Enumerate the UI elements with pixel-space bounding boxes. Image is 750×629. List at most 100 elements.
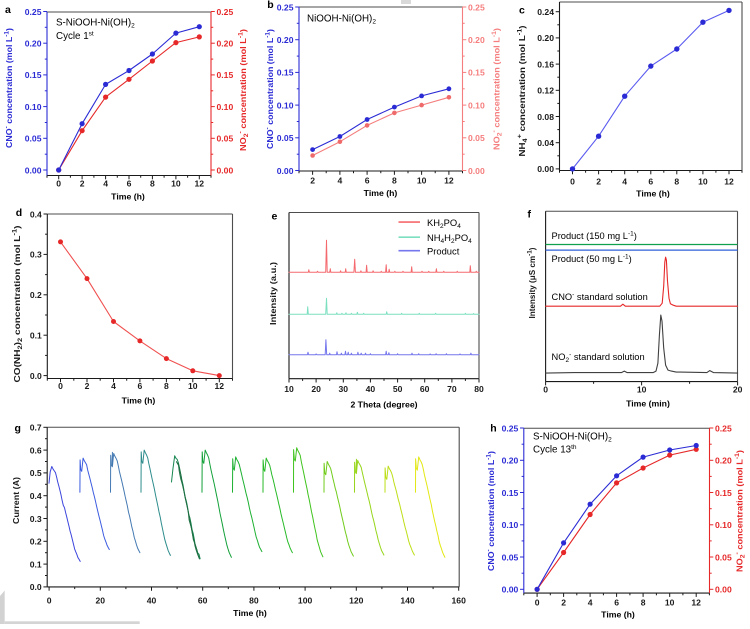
svg-text:160: 160	[452, 595, 467, 605]
svg-text:Time (h): Time (h)	[122, 395, 156, 405]
svg-text:Product (50 mg L-1​): Product (50 mg L-1​)	[552, 253, 632, 264]
svg-text:0.05: 0.05	[502, 552, 519, 562]
svg-text:30: 30	[339, 384, 349, 394]
svg-text:g: g	[15, 422, 21, 434]
svg-text:Product: Product	[427, 245, 460, 256]
svg-text:0.10: 0.10	[715, 520, 732, 530]
svg-text:0: 0	[543, 385, 548, 395]
svg-text:NO2​-​ concentration (mol L-1​: NO2​-​ concentration (mol L-1​)	[734, 450, 747, 572]
svg-text:NO2​-​ standard solution: NO2​-​ standard solution	[552, 351, 645, 364]
svg-text:0: 0	[47, 595, 52, 605]
svg-text:KH2​PO4​: KH2​PO4​	[427, 217, 461, 230]
svg-text:40: 40	[147, 595, 157, 605]
svg-text:100: 100	[298, 595, 313, 605]
svg-text:0.25: 0.25	[502, 423, 519, 433]
svg-text:0.15: 0.15	[468, 68, 485, 78]
svg-text:10: 10	[171, 178, 181, 188]
svg-text:0.5: 0.5	[30, 468, 42, 478]
svg-text:0.00: 0.00	[537, 164, 554, 174]
svg-text:2: 2	[310, 176, 315, 186]
svg-text:0.20: 0.20	[715, 456, 732, 466]
svg-text:40: 40	[366, 384, 376, 394]
svg-text:a: a	[5, 4, 11, 16]
svg-text:8: 8	[392, 176, 397, 186]
svg-text:0.16: 0.16	[537, 59, 554, 69]
svg-text:S-NiOOH-Ni(OH)2​: S-NiOOH-Ni(OH)2​	[56, 18, 135, 30]
svg-text:0.05: 0.05	[277, 133, 294, 143]
svg-text:10: 10	[637, 385, 647, 395]
svg-text:120: 120	[349, 595, 364, 605]
svg-text:0.25: 0.25	[277, 2, 294, 12]
svg-text:12: 12	[691, 597, 701, 607]
svg-text:S-NiOOH-Ni(OH)2​: S-NiOOH-Ni(OH)2​	[533, 432, 612, 444]
svg-text:2: 2	[596, 176, 601, 186]
svg-text:6: 6	[648, 176, 653, 186]
svg-text:0.00: 0.00	[468, 166, 485, 176]
svg-text:4: 4	[338, 176, 343, 186]
svg-text:0.05: 0.05	[468, 133, 485, 143]
svg-text:NH4​+​ concentration (mol L-1​: NH4​+​ concentration (mol L-1​)	[517, 25, 530, 156]
svg-text:0.10: 0.10	[502, 520, 519, 530]
svg-text:6: 6	[127, 178, 132, 188]
svg-text:Time (h): Time (h)	[111, 191, 145, 201]
svg-text:0.00: 0.00	[25, 165, 42, 175]
svg-text:60: 60	[420, 384, 430, 394]
svg-text:Time (h): Time (h)	[636, 189, 670, 199]
svg-text:8: 8	[150, 178, 155, 188]
svg-text:Intensity (a.u.): Intensity (a.u.)	[268, 262, 278, 325]
svg-text:0.10: 0.10	[277, 100, 294, 110]
svg-text:6: 6	[365, 176, 370, 186]
svg-text:0: 0	[56, 178, 61, 188]
svg-text:12: 12	[195, 178, 205, 188]
svg-text:Current (A): Current (A)	[11, 477, 21, 524]
svg-text:0.10: 0.10	[25, 102, 42, 112]
svg-text:8: 8	[164, 381, 169, 391]
svg-text:60: 60	[198, 595, 208, 605]
svg-text:0.25: 0.25	[217, 7, 234, 17]
svg-text:0.00: 0.00	[502, 585, 519, 595]
svg-text:0.7: 0.7	[30, 423, 42, 433]
svg-text:4: 4	[622, 176, 627, 186]
svg-text:Time (h): Time (h)	[601, 609, 635, 619]
svg-text:2: 2	[80, 178, 85, 188]
svg-text:c: c	[519, 4, 525, 16]
svg-text:4: 4	[111, 381, 116, 391]
svg-text:CNO-​ concentration (mol L-1​): CNO-​ concentration (mol L-1​)	[4, 28, 15, 148]
svg-text:2: 2	[85, 381, 90, 391]
svg-text:0.10: 0.10	[468, 100, 485, 110]
svg-text:0.3: 0.3	[30, 514, 42, 524]
svg-text:0.24: 0.24	[537, 7, 554, 17]
svg-text:0.20: 0.20	[537, 33, 554, 43]
svg-text:6: 6	[138, 381, 143, 391]
svg-text:Time (h): Time (h)	[364, 188, 398, 198]
svg-text:20: 20	[311, 384, 321, 394]
svg-text:0.04: 0.04	[537, 138, 554, 148]
svg-text:70: 70	[447, 384, 457, 394]
svg-text:0: 0	[570, 176, 575, 186]
svg-text:NO2​-​ concentration (mol L-1​: NO2​-​ concentration (mol L-1​)	[238, 29, 251, 151]
svg-text:f: f	[528, 209, 532, 221]
svg-text:CNO-​ standard solution: CNO-​ standard solution	[552, 292, 648, 303]
svg-text:CNO-​ concentration (mol L-1​): CNO-​ concentration (mol L-1​)	[264, 29, 275, 149]
svg-text:NH4​H2​PO4​: NH4​H2​PO4​	[427, 232, 472, 245]
svg-text:Product (150 mg L-1​): Product (150 mg L-1​)	[552, 230, 637, 241]
svg-text:0.0: 0.0	[30, 371, 42, 381]
svg-text:0.20: 0.20	[277, 35, 294, 45]
svg-text:4: 4	[103, 178, 108, 188]
svg-text:CO(NH2​)2​ concentration (mol: CO(NH2​)2​ concentration (mol L-1​)	[12, 225, 25, 382]
svg-text:Intensity (μS cm-1​): Intensity (μS cm-1​)	[527, 247, 538, 318]
svg-text:0.6: 0.6	[30, 445, 42, 455]
svg-text:10: 10	[188, 381, 198, 391]
svg-text:0: 0	[535, 597, 540, 607]
svg-text:0.20: 0.20	[502, 456, 519, 466]
svg-text:0.15: 0.15	[502, 488, 519, 498]
svg-text:10: 10	[417, 176, 427, 186]
svg-text:0.15: 0.15	[715, 488, 732, 498]
svg-text:80: 80	[474, 384, 484, 394]
svg-text:0.10: 0.10	[217, 102, 234, 112]
svg-text:0: 0	[58, 381, 63, 391]
svg-text:0.15: 0.15	[277, 68, 294, 78]
svg-text:CNO-​ concentration (mol L-1​): CNO-​ concentration (mol L-1​)	[486, 451, 497, 571]
svg-text:NiOOH-Ni(OH)2​: NiOOH-Ni(OH)2​	[307, 14, 376, 26]
svg-text:8: 8	[674, 176, 679, 186]
